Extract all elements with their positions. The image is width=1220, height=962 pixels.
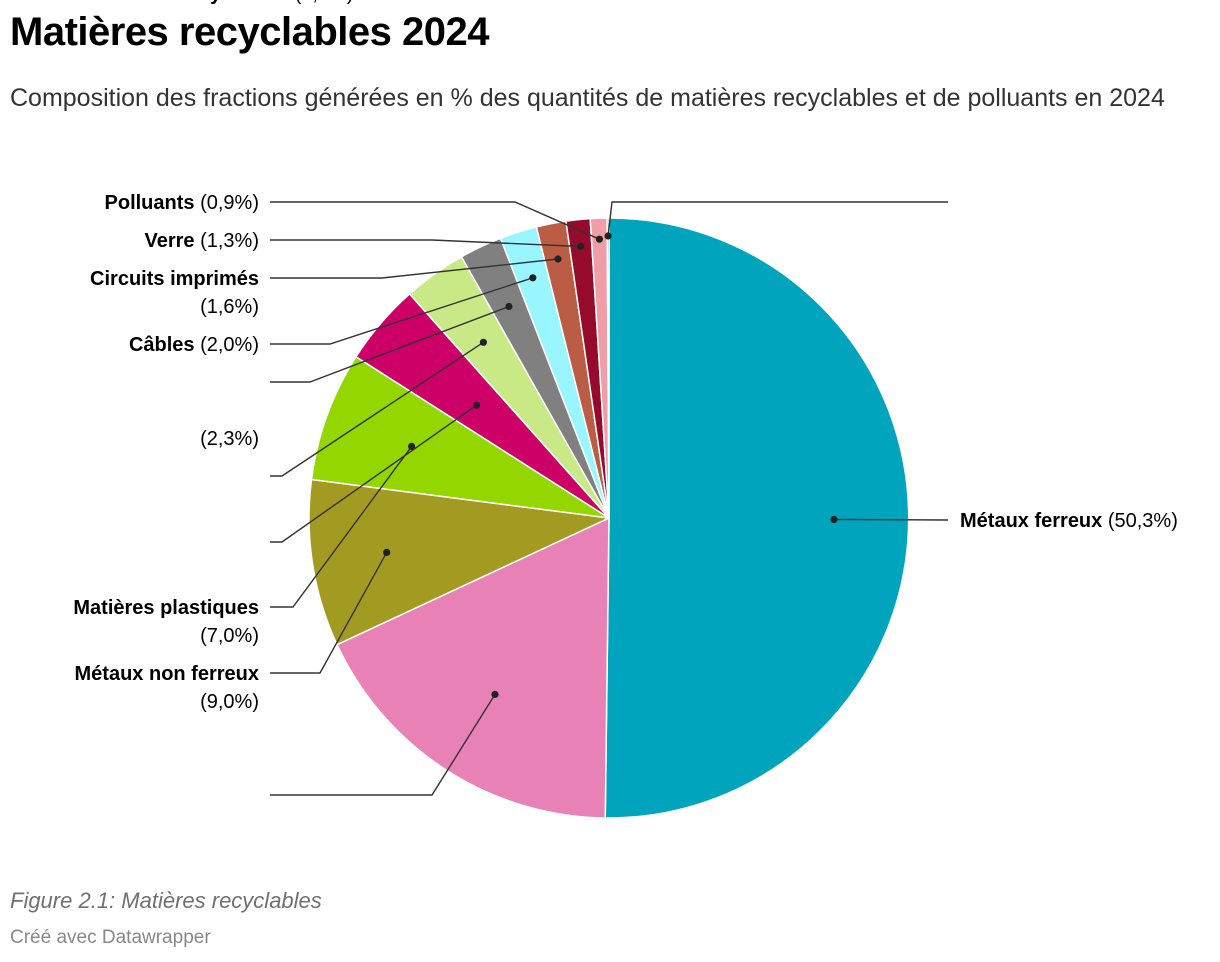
slice-label-circuits-imprimes: Circuits imprimés (1,6%) <box>90 268 259 318</box>
leader-line-matieres-minerales-recyclables <box>607 201 948 237</box>
pie-slices <box>308 217 910 819</box>
leader-dot-matieres-minerales-recyclables <box>604 232 612 240</box>
leader-dot-matieres-plastiques <box>408 442 416 450</box>
leader-dot-circuits-imprimes <box>554 255 562 263</box>
leader-dot-melange-plastique-metal <box>491 690 499 699</box>
slice-label-metaux-non-ferreux: Métaux non ferreux (9,0%) <box>75 663 259 713</box>
pie-slice-matieres-plastiques[interactable] <box>310 355 610 519</box>
leader-dot-autres-materiaux-recyclables <box>479 338 487 346</box>
leader-line-metaux-ferreux <box>833 518 948 521</box>
slice-label-matieres-plastiques: Matières plastiques (7,0%) <box>73 597 259 647</box>
pie-slice-metaux-non-ferreux[interactable] <box>308 478 610 646</box>
leader-line-emballages-et-autres-dechets <box>270 404 477 543</box>
leader-dot-metaux-non-ferreux <box>383 548 391 557</box>
figure-caption: Figure 2.1: Matières recyclables <box>10 888 322 913</box>
slice-labels: Métaux ferreux (50,3%)Mélange plastique-… <box>0 0 1178 713</box>
leader-lines <box>270 201 948 796</box>
leader-line-appareils-debarrasses-de-leurs-polluants <box>270 305 510 383</box>
slice-label-matieres-minerales-recyclables: Matières minéralesrecyclables (0,1%) <box>0 0 354 5</box>
leader-dot-polluants <box>595 235 604 243</box>
slice-label-cables: Câbles (2,0%) <box>129 334 259 356</box>
slice-label-verre: Verre (1,3%) <box>144 230 259 252</box>
leader-dot-metaux-ferreux <box>830 515 838 524</box>
leader-dot-appareils-debarrasses-de-leurs-polluants <box>505 302 513 311</box>
leader-dot-cables <box>529 274 537 282</box>
leader-line-cables <box>270 277 534 345</box>
chart-subtitle: Composition des fractions générées en % … <box>10 84 1165 112</box>
leader-line-polluants <box>270 201 600 240</box>
leader-line-verre <box>270 239 581 248</box>
leader-line-metaux-non-ferreux <box>270 552 388 674</box>
credit-text: Créé avec Datawrapper <box>10 927 211 948</box>
pie-slice-melange-plastique-metal[interactable] <box>336 517 610 819</box>
leader-line-circuits-imprimes <box>270 258 559 279</box>
leader-line-melange-plastique-metal <box>270 694 496 796</box>
pie-slice-matieres-minerales-recyclables[interactable] <box>606 217 610 519</box>
pie-slice-metaux-ferreux[interactable] <box>604 217 910 819</box>
leader-dot-emballages-et-autres-dechets <box>472 401 481 409</box>
chart-title: Matières recyclables 2024 <box>10 10 489 54</box>
slice-label-polluants: Polluants (0,9%) <box>105 192 259 214</box>
leader-line-autres-materiaux-recyclables <box>270 341 484 477</box>
leader-line-matieres-plastiques <box>270 445 413 608</box>
leader-dot-verre <box>577 242 585 251</box>
slice-label-metaux-ferreux: Métaux ferreux (50,3%) <box>960 510 1178 532</box>
slice-label-appareils-debarrasses-de-leurs-polluants: Appareils débarrassésde leurs polluants(… <box>0 0 259 450</box>
